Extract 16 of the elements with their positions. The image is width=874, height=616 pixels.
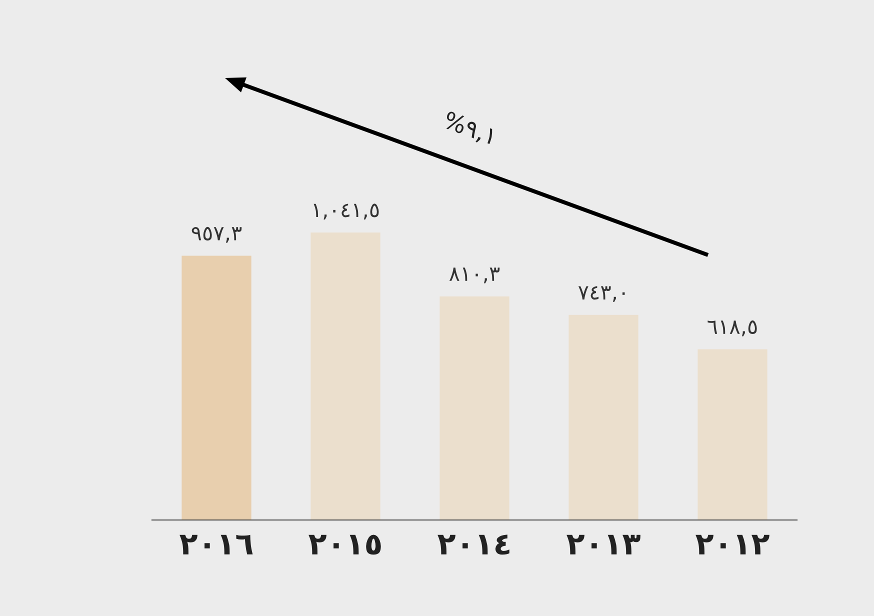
x-tick-label: ٢٠١٤ [438, 534, 510, 555]
bar [698, 349, 768, 520]
data-label: ٧٤٣,٠ [578, 286, 625, 302]
data-label: ١,٠٤١,٥ [314, 204, 379, 220]
bar [440, 296, 510, 520]
bar [182, 256, 252, 520]
x-tick-label: ٢٠١٢ [696, 534, 770, 554]
bar [310, 232, 380, 520]
bar [568, 314, 638, 520]
x-tick-label: ٢٠١٥ [308, 534, 381, 555]
text: %٩,١ [442, 110, 496, 147]
x-tick-label: ٢٠١٣ [566, 534, 640, 554]
data-label: ٨١٠,٣ [449, 268, 500, 284]
data-label: ٩٥٧,٣ [192, 226, 242, 243]
data-label: ٦١٨,٥ [708, 320, 757, 336]
x-tick-label: ٢٠١٦ [180, 534, 253, 554]
